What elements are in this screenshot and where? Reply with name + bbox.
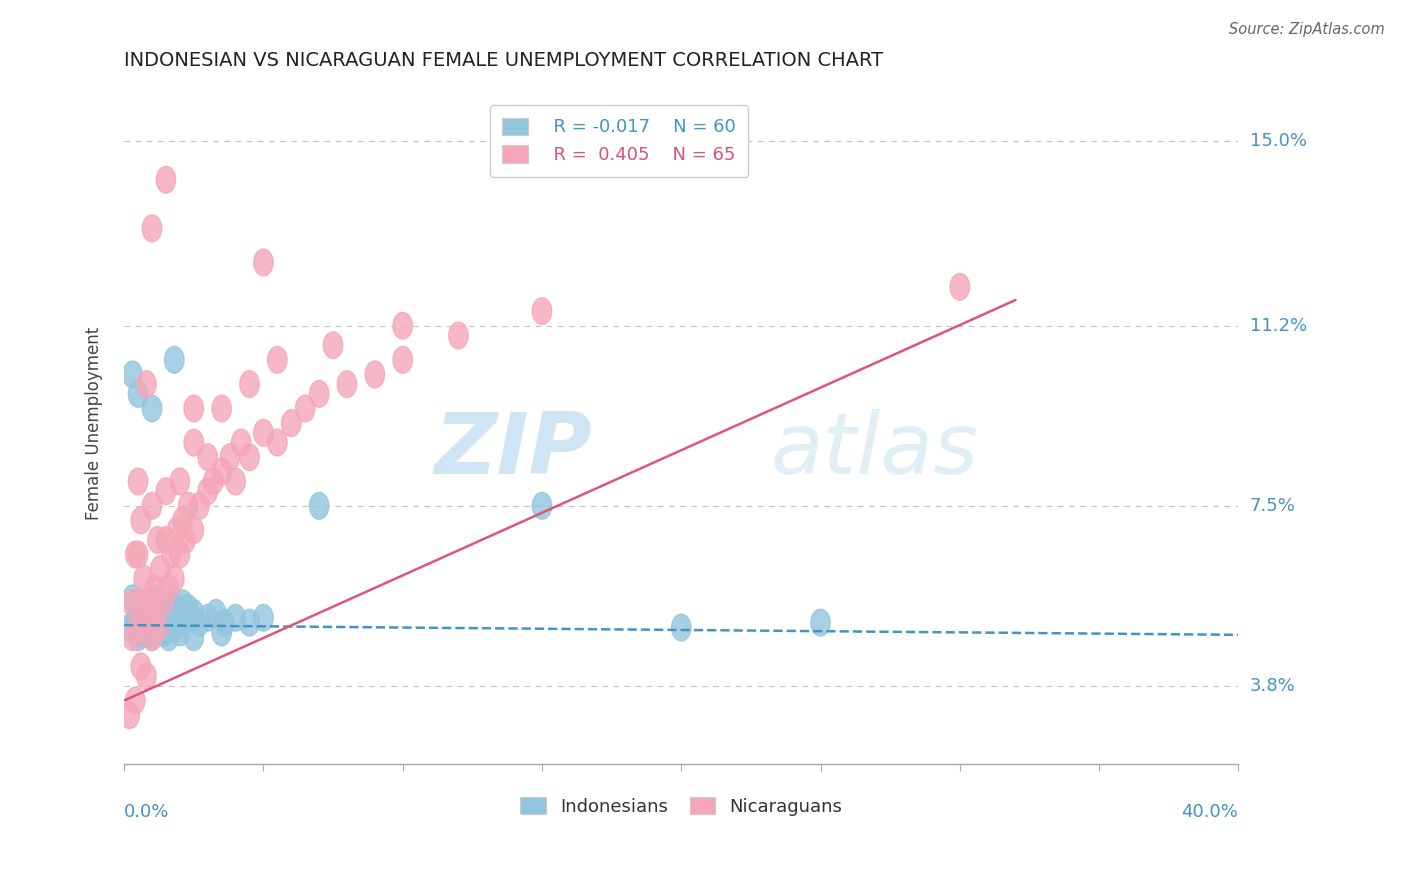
Text: 0.0%: 0.0% — [124, 803, 170, 821]
Text: 7.5%: 7.5% — [1250, 497, 1295, 515]
Text: Source: ZipAtlas.com: Source: ZipAtlas.com — [1229, 22, 1385, 37]
Text: 11.2%: 11.2% — [1250, 317, 1306, 334]
Text: INDONESIAN VS NICARAGUAN FEMALE UNEMPLOYMENT CORRELATION CHART: INDONESIAN VS NICARAGUAN FEMALE UNEMPLOY… — [124, 51, 883, 70]
Y-axis label: Female Unemployment: Female Unemployment — [86, 326, 103, 520]
Text: atlas: atlas — [770, 409, 979, 491]
Text: 3.8%: 3.8% — [1250, 677, 1295, 695]
Text: ZIP: ZIP — [434, 409, 592, 491]
Legend: Indonesians, Nicaraguans: Indonesians, Nicaraguans — [513, 789, 849, 823]
Text: 15.0%: 15.0% — [1250, 132, 1306, 150]
Text: 40.0%: 40.0% — [1181, 803, 1239, 821]
